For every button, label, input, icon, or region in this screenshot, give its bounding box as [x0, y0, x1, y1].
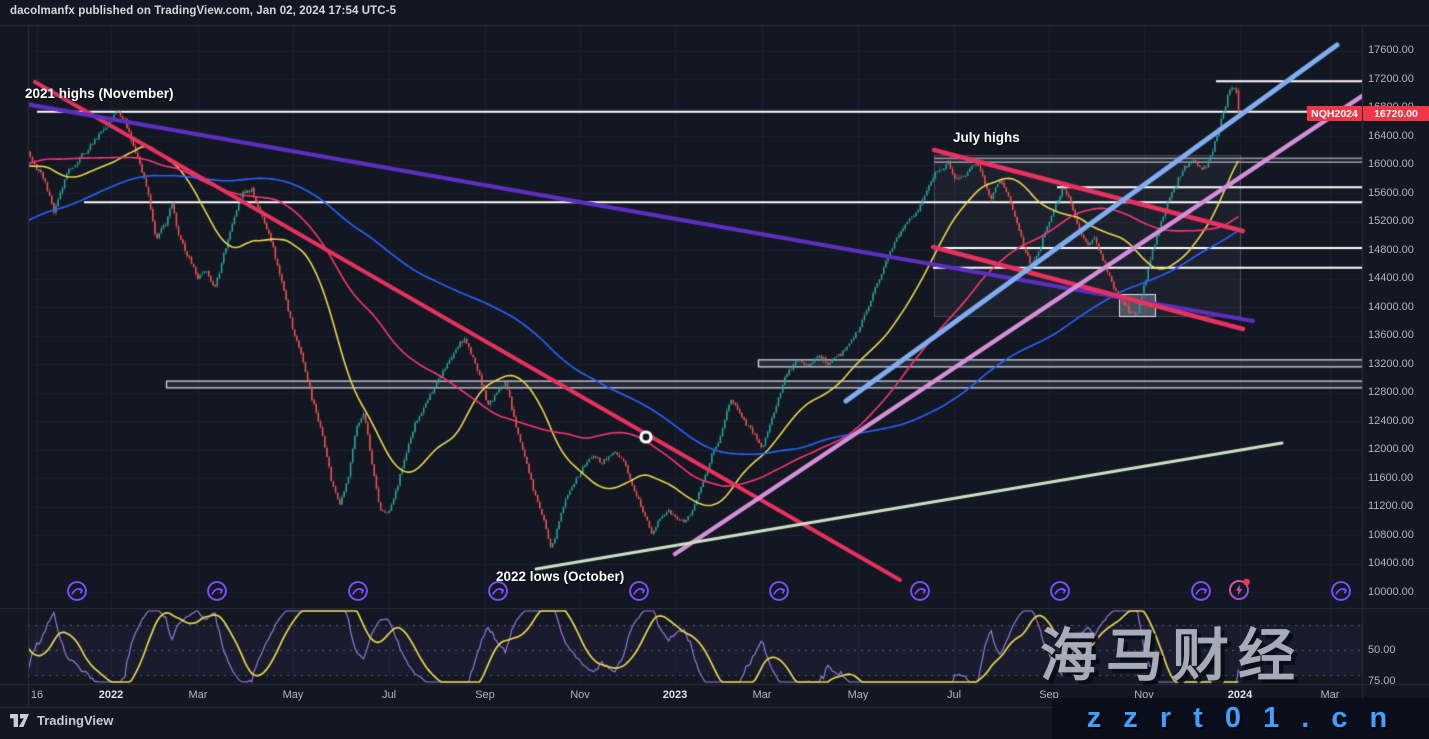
sync-arrow-icon[interactable]: [347, 580, 370, 603]
price-axis-label: 13600.00: [1368, 329, 1414, 342]
time-axis-label[interactable]: 2022: [98, 689, 124, 701]
time-axis-label[interactable]: Mar: [752, 689, 772, 701]
price-axis-label: 14800.00: [1368, 243, 1414, 256]
publish-header: dacolmanfx published on TradingView.com,…: [10, 5, 397, 17]
sync-arrow-icon[interactable]: [768, 580, 791, 603]
price-axis-label: 17200.00: [1368, 72, 1414, 85]
price-axis-label: 14400.00: [1368, 272, 1414, 285]
time-axis-label[interactable]: May: [847, 689, 869, 701]
sync-arrow-icon[interactable]: [1049, 580, 1072, 603]
annotation-july-highs[interactable]: July highs: [953, 130, 1020, 145]
price-axis-label: 11600.00: [1368, 471, 1414, 484]
price-axis-label: 12800.00: [1368, 386, 1414, 399]
sync-arrow-icon[interactable]: [487, 580, 510, 603]
time-axis-label[interactable]: Sep: [475, 689, 495, 701]
price-axis-label: 16000.00: [1368, 158, 1414, 171]
flash-icon[interactable]: [1226, 577, 1252, 603]
price-axis-label: 15600.00: [1368, 186, 1414, 199]
time-axis-label[interactable]: 16: [30, 689, 44, 701]
tradingview-logo-icon: [9, 713, 30, 728]
watermark-url: z z r t 0 1 . c n: [1086, 702, 1395, 734]
sync-arrow-icon[interactable]: [909, 580, 932, 603]
price-axis-label: 13200.00: [1368, 357, 1414, 370]
time-axis-label[interactable]: May: [282, 689, 304, 701]
price-axis-label: 12000.00: [1368, 443, 1414, 456]
time-axis-label[interactable]: Jul: [381, 689, 397, 701]
price-axis-label: 10000.00: [1368, 585, 1414, 598]
price-axis-label: 14000.00: [1368, 300, 1414, 313]
price-axis-label: 10800.00: [1368, 528, 1414, 541]
tradingview-logo-link[interactable]: TradingView: [9, 713, 113, 728]
price-axis-label: 15200.00: [1368, 215, 1414, 228]
tradingview-logo-text: TradingView: [37, 713, 114, 728]
rsi-axis-label: 50.00: [1368, 643, 1396, 656]
time-axis-label[interactable]: 2023: [662, 689, 688, 701]
price-axis-label: 17600.00: [1368, 44, 1414, 56]
symbol-tag: NQH2024: [1307, 106, 1362, 121]
sync-arrow-icon[interactable]: [206, 580, 229, 603]
sync-arrow-icon[interactable]: [1330, 580, 1353, 603]
time-axis-label[interactable]: Nov: [570, 689, 590, 701]
price-axis-label: 16400.00: [1368, 129, 1414, 142]
last-price-tag: 16720.00: [1363, 106, 1429, 121]
annotation-2021-highs[interactable]: 2021 highs (November): [25, 86, 174, 101]
price-axis-label: 10400.00: [1368, 557, 1414, 570]
rsi-axis-label: 75.00: [1368, 674, 1396, 687]
sync-arrow-icon[interactable]: [1190, 580, 1213, 603]
sync-arrow-icon[interactable]: [628, 580, 651, 603]
sync-arrow-icon[interactable]: [66, 580, 89, 603]
price-axis-label: 11200.00: [1368, 500, 1414, 513]
price-axis-label: 12400.00: [1368, 414, 1414, 427]
watermark-cjk: 海马财经: [1040, 624, 1304, 688]
time-axis-label[interactable]: Mar: [188, 689, 208, 701]
watermark-band: z z r t 0 1 . c n: [1052, 698, 1429, 739]
time-axis-label[interactable]: Jul: [946, 689, 962, 701]
annotation-2022-lows[interactable]: 2022 lows (October): [496, 569, 625, 584]
